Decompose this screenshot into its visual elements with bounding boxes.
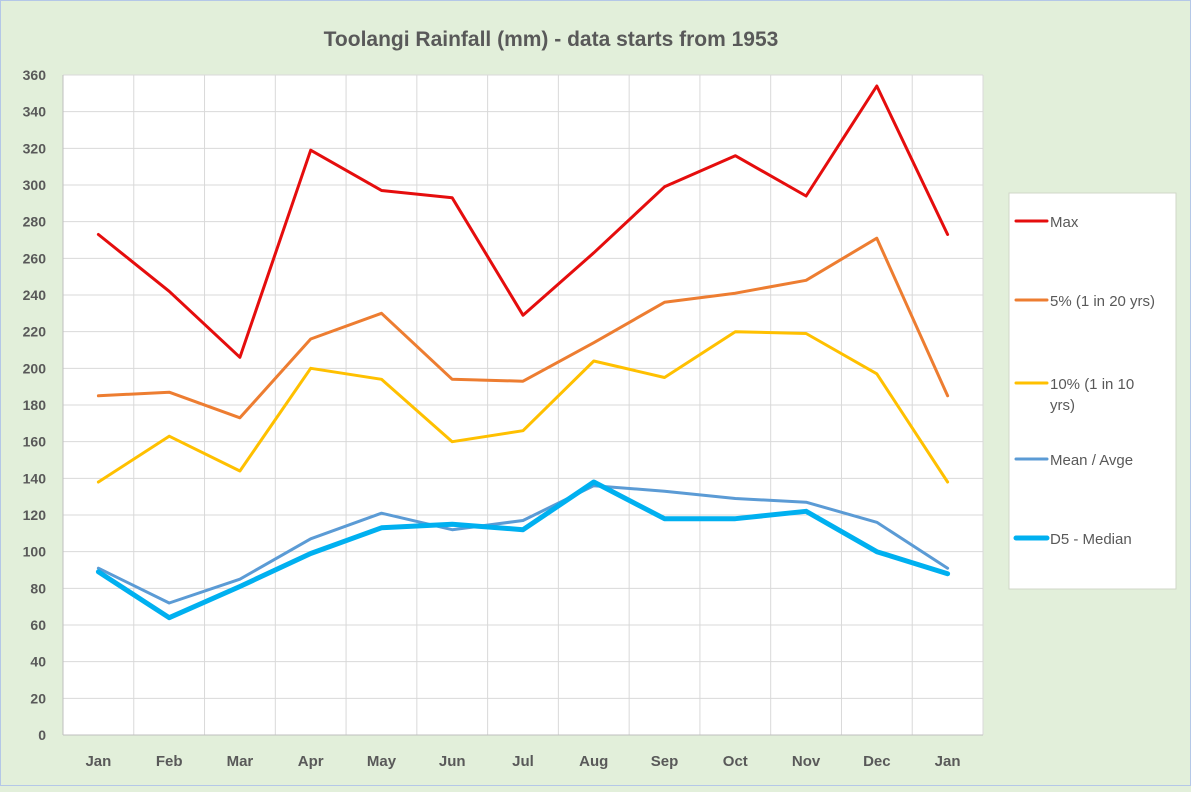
legend-label: Mean / Avge — [1050, 452, 1133, 469]
y-tick-label: 240 — [23, 287, 47, 303]
y-tick-label: 0 — [38, 727, 46, 743]
gridlines — [63, 74, 984, 735]
y-tick-label: 20 — [30, 690, 46, 706]
y-tick-label: 140 — [23, 470, 47, 486]
x-tick-label: Feb — [156, 753, 183, 770]
legend: Max 5% (1 in 20 yrs) 10% (1 in 10 yrs) Mean … — [1013, 214, 1155, 548]
legend-label: 10% (1 in 10 — [1050, 376, 1134, 393]
x-axis: Jan Feb Mar Apr May Jun Jul Aug Sep Oct Nov Dec Jan — [63, 734, 983, 770]
y-tick-label: 300 — [23, 177, 47, 193]
x-tick-label: Dec — [863, 753, 891, 770]
legend-label: D5 - Median — [1050, 531, 1132, 548]
y-tick-label: 360 — [23, 67, 47, 83]
x-tick-label: Nov — [792, 753, 821, 770]
y-axis: 0 20 40 60 80 100 120 140 160 180 200 220 240 260 280 3… — [23, 67, 64, 743]
y-tick-label: 320 — [23, 140, 47, 156]
y-tick-label: 260 — [23, 250, 47, 266]
x-tick-label: Sep — [651, 753, 679, 770]
x-tick-label: Apr — [298, 753, 324, 770]
series-line-3 — [96, 484, 950, 605]
x-tick-label: Oct — [723, 753, 748, 770]
x-tick-label: Jun — [439, 753, 466, 770]
y-tick-label: 80 — [30, 580, 46, 596]
series-line-1 — [96, 236, 950, 420]
y-tick-label: 100 — [23, 544, 47, 560]
chart-title: Toolangi Rainfall (mm) - data starts fro… — [324, 28, 779, 51]
y-tick-label: 340 — [23, 104, 47, 120]
y-tick-label: 220 — [23, 324, 47, 340]
x-tick-label: Jan — [85, 753, 111, 770]
series-line-0 — [96, 84, 950, 359]
x-tick-label: Jan — [935, 753, 961, 770]
x-tick-label: Aug — [579, 753, 608, 770]
y-tick-label: 160 — [23, 434, 47, 450]
x-tick-label: Mar — [227, 753, 254, 770]
y-tick-label: 180 — [23, 397, 47, 413]
y-tick-label: 40 — [30, 654, 46, 670]
legend-label: yrs) — [1050, 397, 1075, 414]
y-tick-label: 200 — [23, 360, 47, 376]
series-lines — [95, 84, 951, 621]
legend-box — [1008, 192, 1177, 590]
series-line-2 — [96, 330, 950, 484]
legend-label: 5% (1 in 20 yrs) — [1050, 293, 1155, 310]
y-tick-label: 60 — [30, 617, 46, 633]
series-line-4 — [95, 479, 951, 621]
y-tick-label: 120 — [23, 507, 47, 523]
y-tick-label: 280 — [23, 214, 47, 230]
x-tick-label: May — [367, 753, 397, 770]
x-tick-label: Jul — [512, 753, 534, 770]
legend-label: Max — [1050, 214, 1079, 231]
